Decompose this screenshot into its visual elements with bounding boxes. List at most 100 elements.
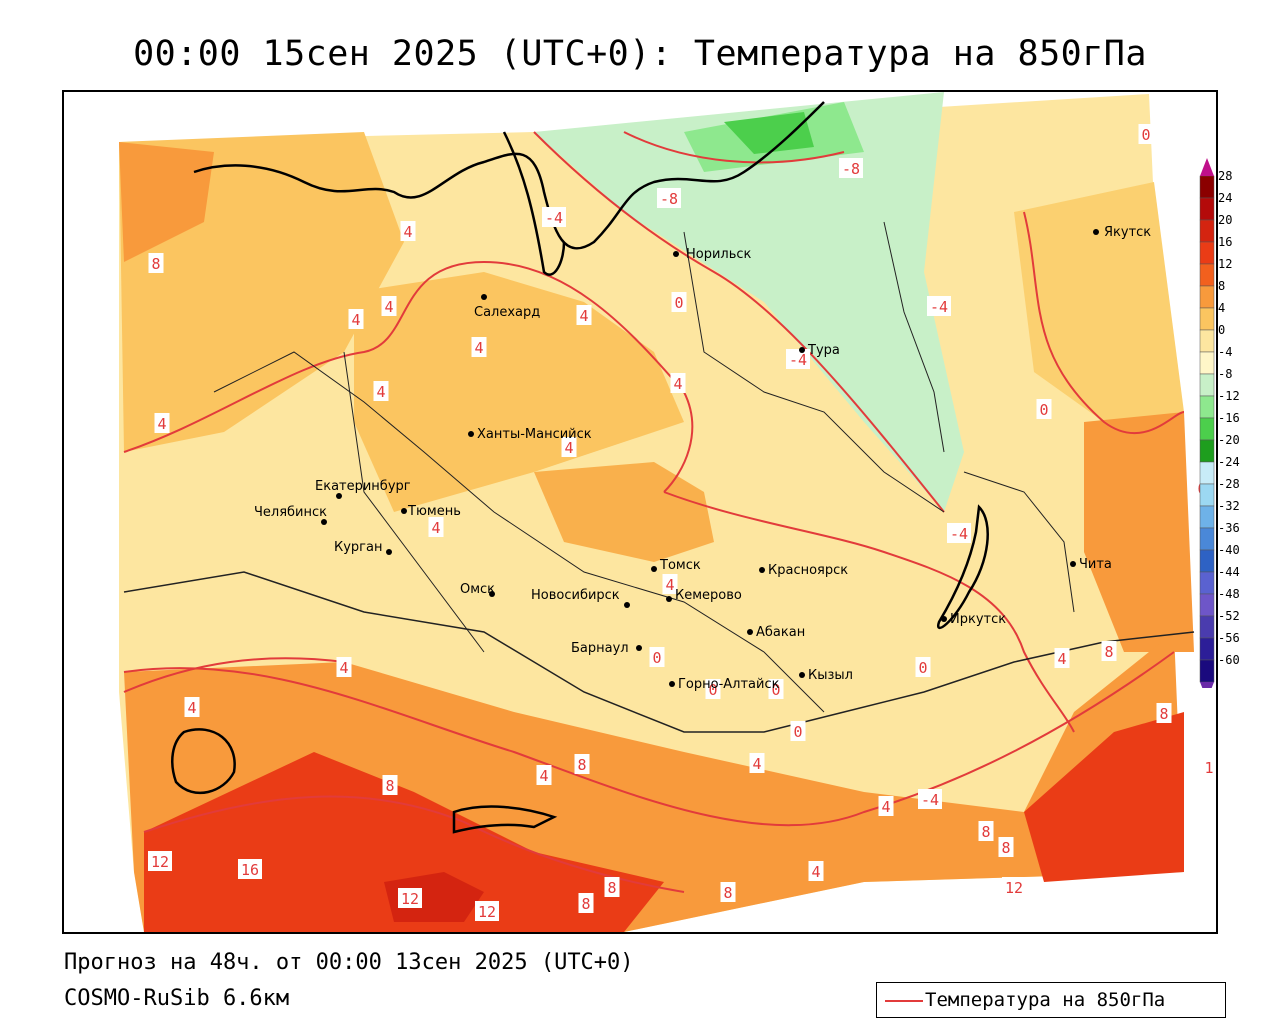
- city-marker: Абакан: [747, 625, 805, 640]
- colorbar-segment: [1199, 417, 1215, 441]
- colorbar-segment: [1199, 219, 1215, 243]
- city-marker: Омск: [460, 582, 495, 597]
- city-label: Салехард: [474, 305, 540, 320]
- colorbar-tick-label: -12: [1218, 389, 1240, 403]
- city-dot: [799, 347, 805, 353]
- warm-region-urals: [354, 272, 684, 512]
- contour-label: 4: [381, 296, 397, 316]
- city-marker: Кызыл: [799, 668, 853, 683]
- city-dot: [624, 602, 630, 608]
- contour-label-text: 4: [752, 755, 761, 773]
- contour-label-text: 8: [1159, 705, 1168, 723]
- colorbar-tick-label: 0: [1218, 323, 1225, 337]
- colorbar-segment: [1199, 571, 1215, 595]
- contour-label-bg: [662, 574, 678, 594]
- region-border: [343, 351, 485, 653]
- contour-label: 4: [561, 437, 577, 457]
- contour-label-text: 8: [151, 255, 160, 273]
- contour-label-bg: [542, 207, 566, 227]
- model-line: COSMO-RuSib 6.6км: [64, 986, 290, 1011]
- contour-label: 0: [1036, 399, 1052, 419]
- contour-label: 0: [915, 657, 931, 677]
- warm-region-nw: [119, 142, 214, 262]
- isotherm-4-sw: [123, 657, 345, 693]
- contour-label: 12: [398, 888, 422, 908]
- contour-label: 8: [574, 754, 590, 774]
- aral-lake: [171, 728, 236, 794]
- contour-label-text: 12: [151, 853, 169, 871]
- colorbar-segment: [1199, 241, 1215, 265]
- contour-label: 12: [475, 901, 499, 921]
- city-label: Томск: [659, 558, 701, 573]
- hot-spot: [384, 872, 484, 922]
- region-border: [883, 221, 945, 453]
- colorbar-segment: [1199, 285, 1215, 309]
- colorbar-segment: [1199, 307, 1215, 331]
- contour-label-bg: [918, 789, 942, 809]
- city-marker: Курган: [334, 540, 392, 555]
- contour-label: 0: [768, 679, 784, 699]
- contour-label-bg: [705, 679, 721, 699]
- contour-label: 8: [382, 775, 398, 795]
- city-label: Барнаул: [571, 641, 629, 656]
- colorbar-segment: [1199, 549, 1215, 573]
- contour-label: 8: [978, 821, 994, 841]
- contour-label-text: 4: [665, 576, 674, 594]
- city-dot: [666, 596, 672, 602]
- colorbar-tick-label: -60: [1218, 653, 1240, 667]
- contour-label-bg: [1201, 757, 1216, 777]
- contour-label-text: 8: [1104, 643, 1113, 661]
- isotherm-minus8: [623, 131, 845, 164]
- city-label: Новосибирск: [531, 588, 620, 603]
- colorbar-segment: [1199, 483, 1215, 507]
- city-marker: Ханты-Мансийск: [468, 427, 592, 442]
- contour-label-text: 4: [579, 307, 588, 325]
- contour-label: 8: [148, 253, 164, 273]
- legend-box: Температура на 850гПа: [876, 982, 1226, 1018]
- contour-label-text: 4: [187, 699, 196, 717]
- contour-label-bg: [536, 765, 552, 785]
- city-dot: [636, 645, 642, 651]
- contour-label: -8: [657, 188, 681, 208]
- contour-label: -4: [786, 349, 810, 369]
- colorbar-tick-label: -36: [1218, 521, 1240, 535]
- city-label: Кызыл: [808, 668, 853, 683]
- contour-label: 4: [536, 765, 552, 785]
- contour-label-text: 16: [241, 861, 259, 879]
- lake-balkhash: [452, 805, 558, 834]
- colorbar-tick-label: -52: [1218, 609, 1240, 623]
- city-marker: Горно-Алтайск: [669, 677, 780, 692]
- colorbar-tick-label: -44: [1218, 565, 1240, 579]
- colorbar: 28 24 20 16 12 8 4 0 -4 -8 -12 -16 -20 -24 -28 -32 -36 -4…: [1199, 158, 1240, 688]
- city-marker: Челябинск: [254, 505, 327, 525]
- region-border: [963, 471, 1075, 613]
- city-label: Горно-Алтайск: [678, 677, 780, 692]
- contour-label-bg: [475, 901, 499, 921]
- contour-label: -4: [927, 296, 951, 316]
- city-label: Курган: [334, 540, 382, 555]
- contour-label-bg: [1054, 648, 1070, 668]
- contour-label-text: 4: [157, 415, 166, 433]
- contour-label-text: 8: [981, 823, 990, 841]
- contour-label: 4: [471, 337, 487, 357]
- city-marker: Иркутск: [941, 612, 1006, 627]
- contour-label: 0: [671, 292, 687, 312]
- contour-label: 4: [670, 373, 686, 393]
- cold-spot: [724, 112, 814, 154]
- contour-label-text: 0: [918, 659, 927, 677]
- contour-label: 8: [720, 882, 736, 902]
- city-dot: [673, 251, 679, 257]
- city-dot: [481, 294, 487, 300]
- contour-label-bg: [978, 821, 994, 841]
- isotherm-4-east: [1023, 211, 1185, 435]
- city-dot: [401, 508, 407, 514]
- city-marker: Новосибирск: [531, 588, 630, 608]
- colorbar-segment: [1199, 637, 1215, 661]
- contour-label-text: -4: [950, 525, 968, 543]
- contour-label-text: -4: [789, 351, 807, 369]
- contour-label-text: 0: [652, 649, 661, 667]
- contour-label-bg: [657, 188, 681, 208]
- contour-label-bg: [604, 877, 620, 897]
- contour-label-bg: [947, 523, 971, 543]
- contour-label-text: 8: [1001, 839, 1010, 857]
